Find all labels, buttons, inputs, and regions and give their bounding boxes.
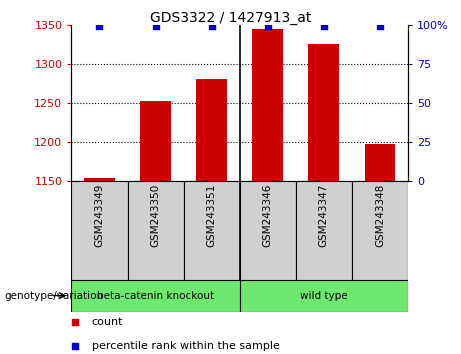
- Bar: [128, 181, 183, 280]
- Text: beta-catenin knockout: beta-catenin knockout: [97, 291, 214, 301]
- Point: [71, 343, 78, 348]
- Point: [152, 23, 160, 29]
- Bar: [296, 181, 352, 280]
- Text: GSM243350: GSM243350: [151, 183, 160, 247]
- Text: count: count: [92, 317, 123, 327]
- Text: GSM243347: GSM243347: [319, 183, 329, 247]
- Bar: [71, 280, 240, 312]
- Text: GDS3322 / 1427913_at: GDS3322 / 1427913_at: [150, 11, 311, 25]
- Text: genotype/variation: genotype/variation: [5, 291, 104, 301]
- Bar: [196, 79, 227, 181]
- Bar: [140, 101, 171, 181]
- Bar: [252, 29, 283, 181]
- Text: GSM243346: GSM243346: [263, 183, 273, 247]
- Text: GSM243351: GSM243351: [207, 183, 217, 247]
- Point: [71, 319, 78, 325]
- Bar: [352, 181, 408, 280]
- Point: [376, 23, 384, 29]
- Bar: [308, 44, 339, 181]
- Bar: [183, 181, 240, 280]
- Text: GSM243348: GSM243348: [375, 183, 385, 247]
- Bar: [84, 178, 115, 181]
- Bar: [71, 181, 128, 280]
- Point: [264, 23, 272, 29]
- Point: [320, 23, 327, 29]
- Bar: [240, 181, 296, 280]
- Text: percentile rank within the sample: percentile rank within the sample: [92, 341, 279, 350]
- Text: wild type: wild type: [300, 291, 348, 301]
- Bar: [365, 144, 396, 181]
- Point: [96, 23, 103, 29]
- Bar: [240, 280, 408, 312]
- Point: [208, 23, 215, 29]
- Text: GSM243349: GSM243349: [95, 183, 105, 247]
